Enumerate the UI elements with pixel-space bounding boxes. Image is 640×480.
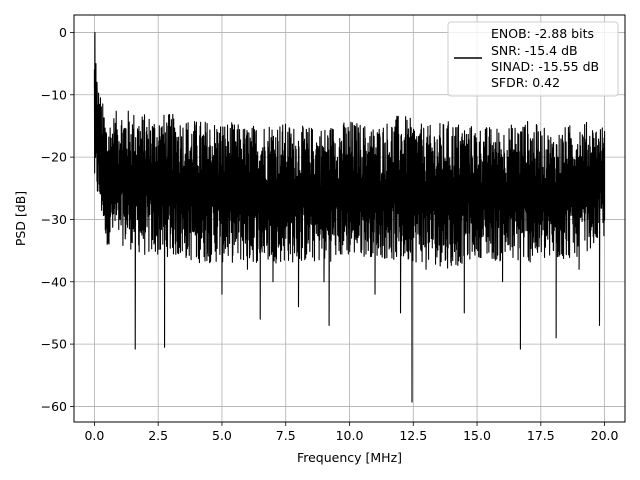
legend-line-snr: SNR: -15.4 dB [491,43,578,58]
legend-line-sinad: SINAD: -15.55 dB [491,59,599,74]
legend-box [447,21,619,97]
y-tick-label: −40 [41,274,67,289]
x-tick-label: 7.5 [276,428,296,443]
y-axis-ticks: 0 −10 −20 −30 −40 −50 −60 [41,25,74,414]
x-tick-label: 12.5 [399,428,427,443]
x-tick-label: 10.0 [336,428,364,443]
y-tick-label: −60 [41,399,67,414]
y-tick-label: −10 [41,87,67,102]
x-tick-label: 5.0 [212,428,232,443]
y-tick-label: −20 [41,150,67,165]
x-tick-label: 15.0 [463,428,491,443]
legend-line-enob: ENOB: -2.88 bits [491,26,594,41]
x-tick-label: 20.0 [591,428,619,443]
x-tick-label: 17.5 [527,428,555,443]
legend: ENOB: -2.88 bits SNR: -15.4 dB SINAD: -1… [447,21,619,97]
y-axis-label: PSD [dB] [13,191,28,246]
x-tick-label: 0.0 [84,428,104,443]
signal-trace [93,31,606,403]
y-tick-label: −30 [41,212,67,227]
y-tick-label: 0 [59,25,67,40]
x-axis-label: Frequency [MHz] [297,450,402,465]
x-axis-ticks: 0.0 2.5 5.0 7.5 10.0 12.5 15.0 17.5 20.0 [84,422,619,443]
psd-line [93,31,606,403]
y-tick-label: −50 [41,337,67,352]
legend-line-sfdr: SFDR: 0.42 [491,75,560,90]
x-tick-label: 2.5 [148,428,168,443]
